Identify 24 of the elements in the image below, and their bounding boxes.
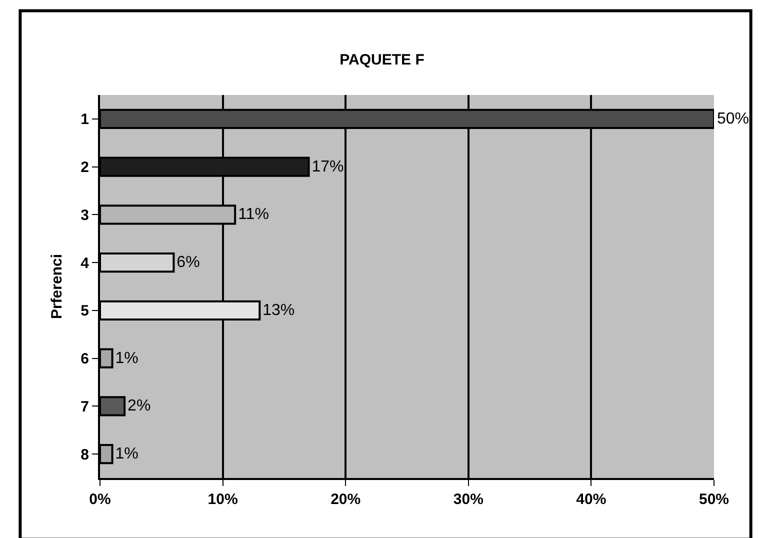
y-axis-title: Prferenci <box>48 254 66 320</box>
data-label: 17% <box>312 158 344 176</box>
y-tick-label: 2 <box>80 159 89 176</box>
x-tick-label: 30% <box>453 491 484 508</box>
y-tick-label: 3 <box>80 206 89 224</box>
x-tick-label: 40% <box>576 491 606 508</box>
y-tick-label: 7 <box>80 398 89 416</box>
data-label: 1% <box>115 446 138 463</box>
x-tick-label: 50% <box>698 491 730 508</box>
data-label: 11% <box>238 206 269 224</box>
y-tick-label: 1 <box>80 111 89 128</box>
data-label: 1% <box>115 350 138 367</box>
chart-title: PAQUETE F <box>340 51 424 68</box>
x-tick-label: 10% <box>208 491 238 508</box>
x-tick-label: 20% <box>330 491 361 508</box>
x-tick-label: 0% <box>89 491 111 508</box>
y-tick-label: 5 <box>80 302 89 320</box>
data-label: 2% <box>128 398 151 415</box>
data-label: 6% <box>176 254 200 272</box>
data-label: 13% <box>262 302 295 319</box>
y-tick-label: 6 <box>80 350 89 368</box>
data-label: 50% <box>717 110 750 128</box>
y-tick-label: 4 <box>80 254 90 272</box>
y-tick-label: 8 <box>80 446 89 464</box>
